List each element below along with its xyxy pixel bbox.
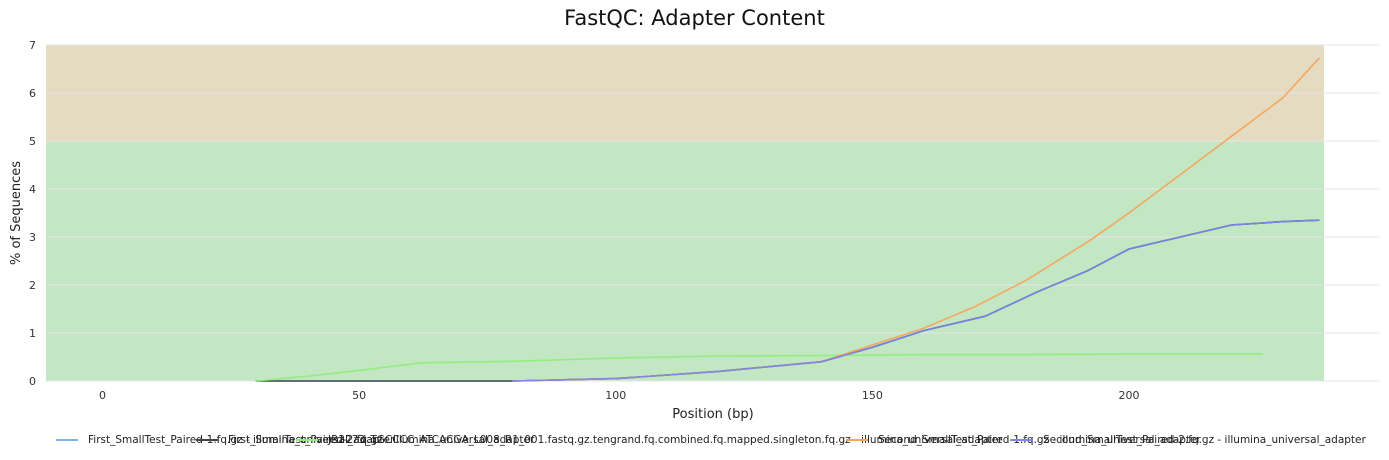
legend-label: Second_SmallTest_Paired-1.fq.gz - illumi… (878, 434, 1201, 446)
y-tick-label: 5 (29, 135, 36, 148)
y-tick-label: 1 (29, 327, 36, 340)
chart-title: FastQC: Adapter Content (564, 6, 825, 30)
axes: 0 1 2 3 4 5 6 7 0 50 100 150 200 (29, 39, 1139, 402)
chart-legend: First_SmallTest_Paired-1.fq.gz - illumin… (56, 433, 1376, 449)
legend-swatch (196, 439, 218, 441)
series-line-3[interactable] (255, 353, 1264, 382)
legend-swatch (56, 439, 78, 441)
grid-lines (46, 44, 1380, 382)
x-axis-label: Position (bp) (672, 407, 753, 422)
legend-swatch (1011, 439, 1033, 441)
legend-label: First_SmallTest_Paired-2.fq.gz - illumin… (228, 434, 535, 446)
y-tick-label: 6 (29, 87, 36, 100)
legend-swatch (296, 439, 318, 441)
x-tick-label: 150 (862, 389, 883, 402)
x-tick-label: 50 (352, 389, 366, 402)
quality-bands (46, 45, 1324, 381)
y-tick-label: 7 (29, 39, 36, 52)
y-tick-label: 2 (29, 279, 36, 292)
y-tick-label: 4 (29, 183, 36, 196)
x-tick-label: 0 (99, 389, 106, 402)
y-axis-label: % of Sequences (9, 161, 24, 265)
x-tick-label: 200 (1118, 389, 1139, 402)
band-0 (46, 141, 1324, 381)
legend-label: Second_SmallTest_Paired-2.fq.gz - illumi… (1043, 434, 1366, 446)
legend-swatch (846, 439, 868, 441)
legend-label: JR2273_TGCCCC_ATCACGA_L008_R1_001.fastq.… (328, 434, 1003, 446)
y-tick-label: 3 (29, 231, 36, 244)
x-tick-label: 100 (605, 389, 626, 402)
legend-label: First_SmallTest_Paired-1.fq.gz - illumin… (88, 434, 395, 446)
series-lines[interactable] (255, 57, 1320, 382)
series-line-5[interactable] (512, 219, 1320, 382)
y-tick-label: 0 (29, 375, 36, 388)
